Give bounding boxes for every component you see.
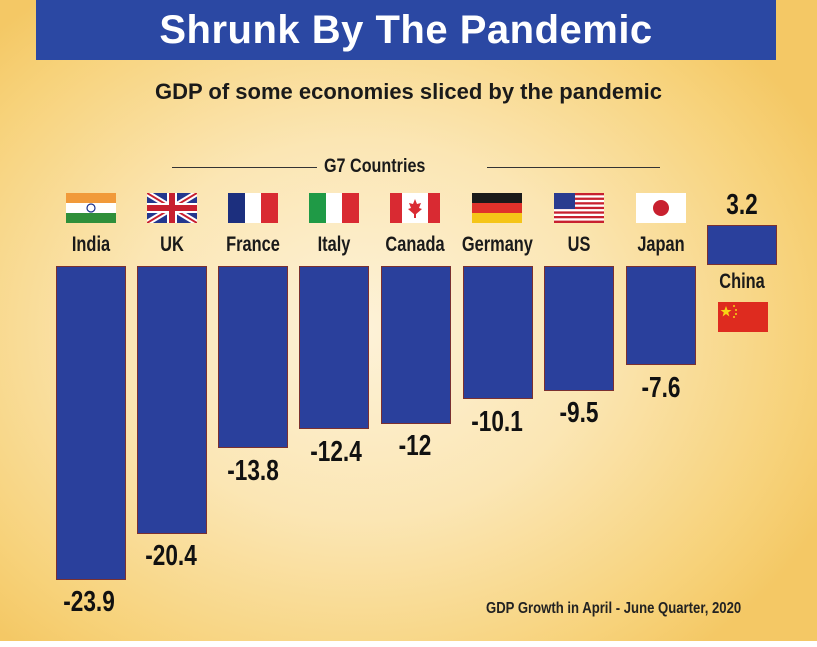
- bar-us: [544, 266, 614, 391]
- chart-subtitle: GDP of some economies sliced by the pand…: [155, 79, 662, 104]
- country-label-france: France: [226, 233, 280, 256]
- value-uk: -20.4: [145, 540, 197, 572]
- g7-line-right: [487, 167, 660, 168]
- germany-flag-icon: [472, 193, 522, 223]
- japan-flag-icon: [636, 193, 686, 223]
- country-label-japan: Japan: [637, 233, 685, 256]
- us-flag-icon: [554, 193, 604, 223]
- value-canada: -12: [398, 430, 432, 462]
- country-label-germany: Germany: [461, 233, 533, 256]
- india-flag-icon: [66, 193, 116, 223]
- bar-japan: [626, 266, 696, 365]
- value-india: -23.9: [63, 586, 115, 618]
- country-label-india: India: [71, 233, 111, 256]
- value-germany: -10.1: [471, 406, 523, 438]
- value-us: -9.5: [559, 397, 599, 429]
- chart-title: Shrunk By The Pandemic: [159, 7, 653, 52]
- bar-italy: [299, 266, 369, 429]
- bar-france: [218, 266, 288, 448]
- value-china: 3.2: [726, 189, 758, 221]
- bar-germany: [463, 266, 533, 399]
- canada-flag-icon: [390, 193, 440, 223]
- country-label-china: China: [719, 270, 765, 293]
- g7-line-left: [172, 167, 317, 168]
- country-label-uk: UK: [160, 233, 184, 256]
- uk-flag-icon: [147, 193, 197, 223]
- country-label-us: US: [567, 233, 591, 256]
- g7-label: G7 Countries: [324, 156, 426, 177]
- china-flag-icon: [718, 302, 768, 332]
- country-label-canada: Canada: [385, 233, 445, 256]
- bar-india: [56, 266, 126, 580]
- country-label-italy: Italy: [317, 233, 351, 256]
- bar-canada: [381, 266, 451, 424]
- title-banner: Shrunk By The Pandemic: [36, 0, 776, 60]
- value-japan: -7.6: [641, 372, 681, 404]
- value-france: -13.8: [227, 455, 279, 487]
- bar-china: [707, 225, 777, 265]
- footnote: GDP Growth in April - June Quarter, 2020: [486, 600, 742, 617]
- france-flag-icon: [228, 193, 278, 223]
- bar-uk: [137, 266, 207, 534]
- g7-bracket: G7 Countries: [172, 156, 660, 178]
- value-italy: -12.4: [310, 436, 362, 468]
- italy-flag-icon: [309, 193, 359, 223]
